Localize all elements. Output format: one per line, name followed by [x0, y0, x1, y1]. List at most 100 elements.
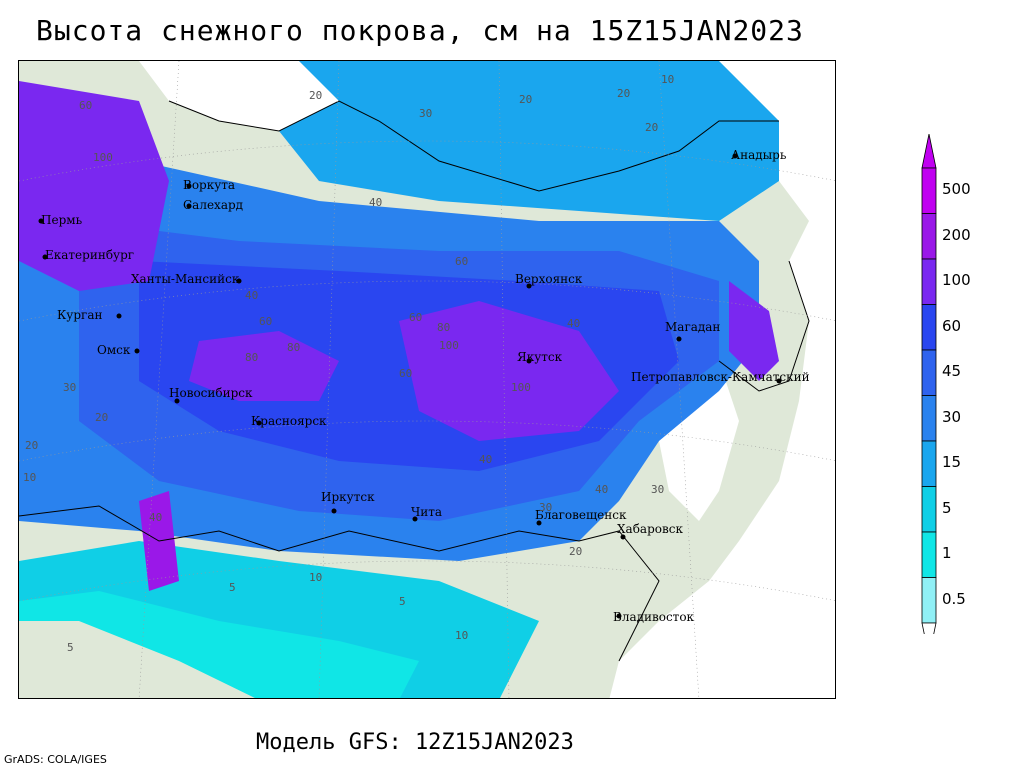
grads-credit: GrADS: COLA/IGES [4, 753, 107, 766]
city-label-verkhoyansk: Верхоянск [515, 272, 583, 286]
contour-label: 40 [369, 196, 382, 209]
contour-label: 100 [439, 339, 459, 352]
contour-label: 100 [93, 151, 113, 164]
contour-label: 10 [309, 571, 322, 584]
contour-label: 20 [569, 545, 582, 558]
contour-label: 5 [229, 581, 236, 594]
contour-label: 20 [519, 93, 532, 106]
legend-arrow-top [921, 134, 937, 169]
contour-label: 80 [437, 321, 450, 334]
graticule [19, 61, 835, 698]
legend-label: 60 [942, 316, 962, 335]
contour-label: 80 [287, 341, 300, 354]
contour-label: 40 [479, 453, 492, 466]
legend-swatch [921, 167, 937, 214]
legend-swatch [921, 486, 937, 533]
legend-label: 200 [942, 225, 971, 244]
legend-label: 100 [942, 271, 971, 289]
snow-zone-15 [279, 61, 779, 221]
legend-label: 30 [942, 407, 962, 426]
city-label-irkutsk: Иркутск [321, 490, 375, 504]
city-marker [331, 508, 337, 514]
snow-zone-100-east [399, 301, 619, 441]
contour-label: 100 [511, 381, 531, 394]
snow-free-south [19, 621, 255, 698]
pacific-ocean [609, 61, 835, 698]
contour-label: 40 [595, 483, 608, 496]
city-label-magadan: Магадан [665, 320, 720, 334]
contour-label: 30 [63, 381, 76, 394]
contour-label: 60 [79, 99, 92, 112]
contour-label: 10 [455, 629, 468, 642]
contour-label: 20 [309, 89, 322, 102]
city-marker [676, 336, 682, 342]
contour-label: 5 [67, 641, 74, 654]
city-label-omsk: Омск [97, 343, 131, 357]
city-marker [412, 516, 418, 522]
arctic-sea-west [139, 61, 349, 131]
city-marker [134, 348, 140, 354]
city-marker [536, 520, 542, 526]
legend-label: 1 [942, 544, 952, 562]
city-marker [526, 283, 532, 289]
city-label-vladivostok: Владивосток [613, 610, 695, 624]
contour-label: 60 [399, 367, 412, 380]
city-label-perm: Пермь [41, 213, 83, 227]
city-marker [38, 218, 44, 224]
legend-label: 5 [942, 498, 952, 517]
map-title: Высота снежного покрова, см на 15Z15JAN2… [36, 14, 804, 47]
arctic-coastline [168, 100, 779, 192]
contour-label: 60 [409, 311, 422, 324]
city-label-krasnoyarsk: Красноярск [251, 414, 327, 428]
contour-label: 5 [399, 595, 406, 608]
contour-label: 20 [617, 87, 630, 100]
legend-swatch [921, 349, 937, 396]
contour-labels: 10 20 30 20 20 20 40 60 100 60 40 80 100… [23, 73, 674, 654]
city-marker [116, 313, 122, 319]
snow-zone-100-west [189, 331, 339, 401]
city-marker [616, 613, 622, 619]
snow-depth-map: Анадырь Воркута Салехард Пермь Екатеринб… [18, 60, 836, 699]
legend-label: 0.5 [942, 589, 966, 608]
city-marker [620, 534, 626, 540]
city-marker [776, 378, 782, 384]
contour-label: 40 [567, 317, 580, 330]
city-marker [526, 358, 532, 364]
legend-label: 15 [942, 453, 962, 471]
legend-swatch [921, 395, 937, 442]
city-label-vorkuta: Воркута [183, 178, 235, 192]
color-legend [921, 134, 937, 634]
city-label-yekaterinburg: Екатеринбург [45, 248, 134, 262]
contour-label: 80 [245, 351, 258, 364]
model-label: Модель GFS: 12Z15JAN2023 [256, 730, 574, 755]
map-canvas: Анадырь Воркута Салехард Пермь Екатеринб… [19, 61, 835, 698]
legend-arrow-bottom [921, 622, 937, 634]
contour-label: 20 [25, 439, 38, 452]
contour-label: 40 [245, 289, 258, 302]
contour-label: 60 [455, 255, 468, 268]
city-label-khanty-mansiysk: Ханты-Мансийск [131, 272, 240, 286]
contour-label: 60 [259, 315, 272, 328]
legend-swatch [921, 440, 937, 487]
city-label-blagoveshchensk: Благовещенск [535, 508, 627, 522]
contour-label: 30 [419, 107, 432, 120]
snow-zone-100-kamchatka [729, 281, 779, 381]
city-marker [174, 398, 180, 404]
legend-swatch [921, 304, 937, 351]
contour-label: 10 [661, 73, 674, 86]
city-label-kurgan: Курган [57, 308, 102, 322]
legend-swatch [921, 531, 937, 578]
city-marker [236, 278, 242, 284]
legend-swatch [921, 213, 937, 260]
city-marker [186, 183, 192, 189]
legend-swatch [921, 258, 937, 305]
state-border [19, 505, 660, 662]
city-marker [732, 153, 738, 159]
cities: Анадырь Воркута Салехард Пермь Екатеринб… [38, 148, 810, 624]
city-label-khabarovsk: Хабаровск [617, 522, 683, 536]
city-marker [256, 420, 262, 426]
city-label-anadyr: Анадырь [731, 148, 787, 162]
city-label-salekhard: Салехард [183, 198, 243, 212]
contour-label: 10 [23, 471, 36, 484]
city-marker [42, 254, 48, 260]
